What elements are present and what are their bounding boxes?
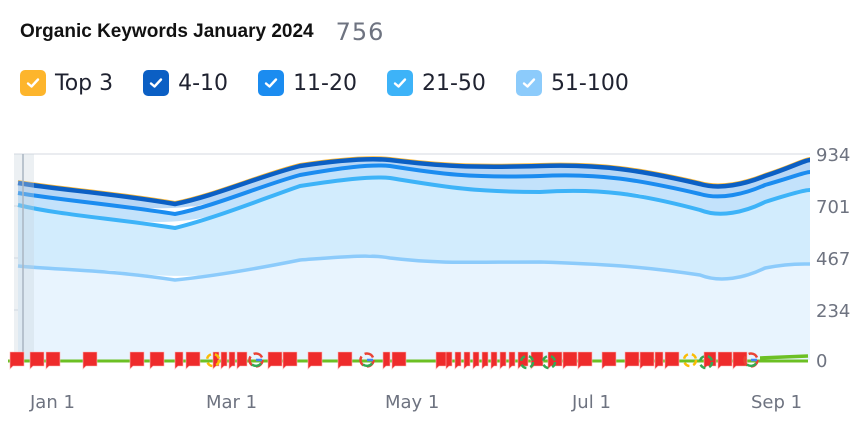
legend-item-21-50[interactable]: 21-50 — [387, 70, 486, 96]
area-21-50 — [18, 177, 810, 280]
legend-item-51-100[interactable]: 51-100 — [515, 70, 629, 96]
flag-markers[interactable] — [9, 351, 748, 370]
chart-legend: Top 3 4-10 11-20 21-50 51-100 — [20, 70, 659, 96]
legend-item-4-10[interactable]: 4-10 — [143, 70, 228, 96]
x-tick-mar: Mar 1 — [206, 392, 257, 413]
legend-label: Top 3 — [55, 70, 114, 96]
checkbox-checked-icon[interactable] — [258, 70, 285, 96]
legend-item-11-20[interactable]: 11-20 — [258, 70, 357, 96]
google-update-partial-icon[interactable] — [205, 352, 714, 370]
range-handle[interactable] — [14, 154, 34, 360]
checkbox-checked-icon[interactable] — [515, 70, 542, 96]
line-4-10 — [17, 157, 811, 207]
area-51-100 — [18, 256, 810, 360]
legend-label: 21-50 — [422, 70, 486, 96]
checkbox-checked-icon[interactable] — [143, 70, 170, 96]
y-tick-234: 234 — [816, 301, 850, 322]
keywords-area-chart[interactable]: 934 701 467 234 0 Jan 1 Mar 1 May 1 Jul … — [0, 140, 860, 430]
y-tick-0: 0 — [816, 351, 827, 372]
chart-header: Organic Keywords January 2024 756 — [20, 14, 384, 50]
y-tick-934: 934 — [816, 145, 850, 166]
google-update-icon[interactable] — [248, 352, 264, 368]
x-tick-sep: Sep 1 — [751, 392, 802, 413]
y-tick-701: 701 — [816, 197, 850, 218]
x-tick-may: May 1 — [385, 392, 439, 413]
line-11-20 — [17, 163, 811, 217]
checkbox-checked-icon[interactable] — [387, 70, 413, 96]
legend-label: 4-10 — [178, 70, 229, 96]
y-tick-467: 467 — [816, 249, 850, 270]
line-21-50 — [17, 175, 811, 231]
x-tick-jul: Jul 1 — [571, 392, 611, 413]
x-tick-jan: Jan 1 — [29, 392, 75, 413]
baseline-zero-trend — [759, 354, 809, 360]
keyword-count: 756 — [335, 18, 385, 46]
area-4-10 — [18, 159, 810, 209]
legend-item-top3[interactable]: Top 3 — [20, 70, 113, 96]
chart-title: Organic Keywords January 2024 — [20, 21, 314, 42]
google-update-icon[interactable] — [743, 352, 759, 368]
checkbox-checked-icon[interactable] — [20, 70, 46, 96]
legend-label: 11-20 — [293, 70, 357, 96]
line-51-100 — [17, 254, 811, 282]
google-update-icon[interactable] — [359, 352, 375, 368]
legend-label: 51-100 — [550, 70, 629, 96]
